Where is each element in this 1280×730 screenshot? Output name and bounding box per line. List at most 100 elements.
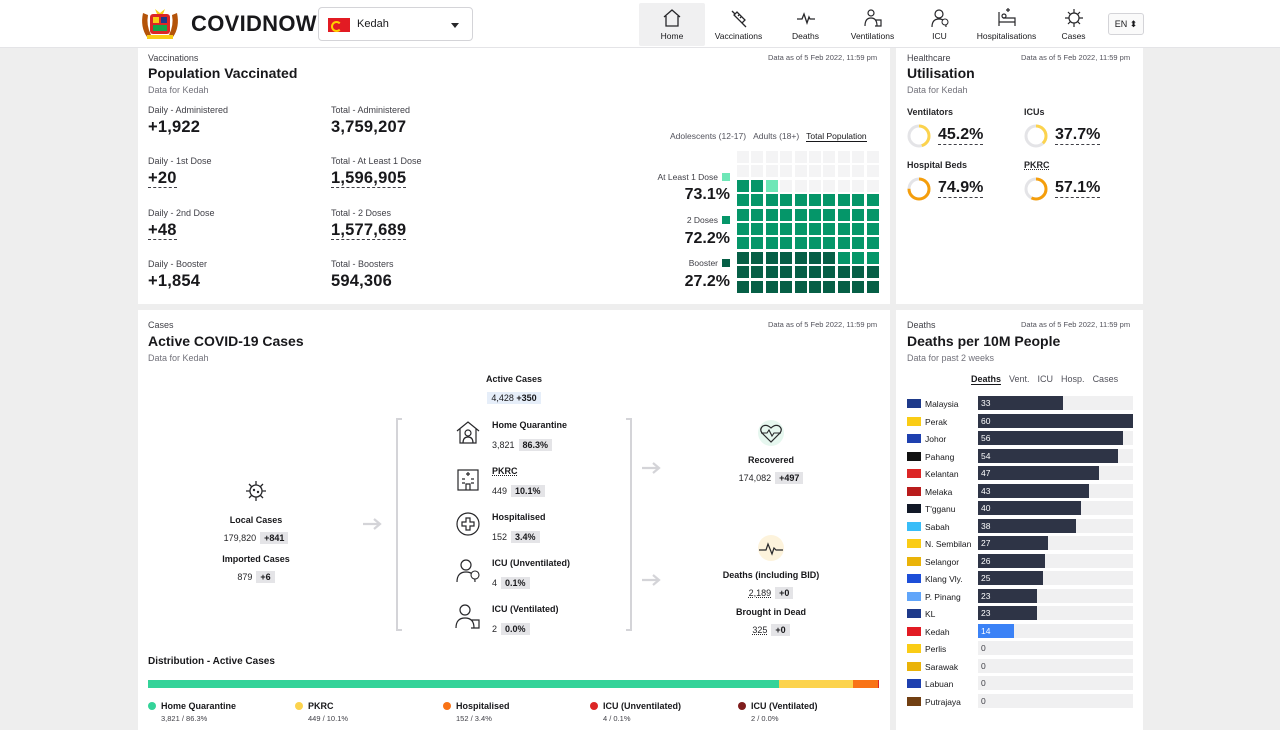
nav-ventilations[interactable]: Ventilations — [839, 3, 906, 46]
icu-unventilated-values: 4 0.1% — [492, 573, 530, 591]
vaccination-timestamp: Data as of 5 Feb 2022, 11:59 pm — [768, 53, 878, 62]
pkrc-value: 449 — [492, 486, 508, 496]
deaths-row[interactable]: Kedah 14 — [907, 623, 1135, 638]
deaths-row[interactable]: Sarawak 0 — [907, 658, 1135, 673]
dose-value-1: 73.1% — [684, 186, 730, 203]
selected-state: Kedah — [357, 18, 389, 30]
waffle-cell — [780, 223, 793, 235]
tab-adolescents[interactable]: Adolescents (12-17) — [670, 131, 747, 141]
tab-vent[interactable]: Vent. — [1009, 374, 1030, 384]
brought-in-dead-value[interactable]: 325 — [752, 625, 768, 635]
util-value[interactable]: 57.1% — [1055, 179, 1101, 198]
tab-adults[interactable]: Adults (18+) — [753, 131, 800, 141]
tab-deaths[interactable]: Deaths — [971, 374, 1002, 385]
pulse-icon — [796, 12, 815, 26]
waffle-cell — [737, 280, 749, 293]
death-bar — [978, 448, 1118, 463]
malaysia-coat-of-arms-logo[interactable] — [137, 7, 183, 41]
state-flag-icon — [907, 626, 921, 636]
language-selector[interactable]: EN ⬍ — [1108, 13, 1144, 35]
waffle-cell — [780, 151, 793, 163]
nav-hospitalisations[interactable]: Hospitalisations — [973, 3, 1040, 46]
deaths-row[interactable]: Melaka 43 — [907, 483, 1135, 498]
deaths-row[interactable]: P. Pinang 23 — [907, 588, 1135, 603]
waffle-cell — [852, 237, 865, 250]
deaths-row[interactable]: Johor 56 — [907, 431, 1135, 445]
state-name: Johor — [925, 434, 947, 444]
waffle-cell — [794, 237, 807, 250]
hospitalised-node: Hospitalised 152 3.4% — [454, 510, 604, 544]
brought-in-dead-values: 325 +0 — [716, 620, 826, 638]
waffle-cell — [737, 266, 749, 279]
waffle-cell — [852, 280, 865, 293]
nav-cases[interactable]: Cases — [1040, 3, 1107, 46]
waffle-cell — [866, 208, 879, 221]
util-label[interactable]: PKRC — [1024, 160, 1050, 170]
legend-label: Hospitalised — [443, 701, 510, 711]
deaths-row[interactable]: Malaysia 33 — [907, 396, 1135, 410]
tab-hosp[interactable]: Hosp. — [1061, 374, 1085, 384]
deaths-row[interactable]: Sabah 38 — [907, 518, 1135, 533]
bar-track: 33 — [978, 396, 1133, 410]
utilisation-title: Utilisation — [907, 65, 975, 81]
dose-label-1: At Least 1 Dose — [658, 172, 730, 182]
icu-unventilated-label: ICU (Unventilated) — [492, 558, 571, 568]
stat-value[interactable]: +48 — [148, 221, 177, 240]
state-name: Melaka — [925, 486, 953, 497]
deaths-row[interactable]: Perak 60 — [907, 413, 1135, 428]
state-dropdown[interactable]: Kedah — [318, 7, 473, 41]
deaths-row[interactable]: N. Sembilan 27 — [907, 536, 1135, 550]
state-flag-icon — [907, 504, 921, 513]
waffle-cell — [866, 179, 879, 192]
arrow-right-icon — [642, 462, 661, 474]
tab-cases[interactable]: Cases — [1092, 374, 1119, 384]
waffle-cell — [794, 266, 807, 279]
deaths-row[interactable]: Putrajaya 0 — [907, 693, 1135, 708]
recovered-node: Recovered 174,082 +497 — [716, 418, 826, 486]
distribution-segment — [852, 680, 878, 688]
nav-home[interactable]: Home — [639, 3, 705, 46]
deaths-eyebrow: Deaths — [907, 320, 936, 330]
waffle-cell — [765, 165, 778, 178]
util-value[interactable]: 37.7% — [1055, 126, 1101, 145]
dose-label-text: At Least 1 Dose — [657, 172, 718, 182]
stat-value[interactable]: 1,577,689 — [331, 221, 407, 240]
local-cases-value: 179,820 — [223, 533, 257, 543]
dose-value-2: 72.2% — [684, 230, 730, 247]
waffle-cell — [751, 208, 764, 221]
tab-total-population[interactable]: Total Population — [806, 131, 867, 142]
util-label: Hospital Beds — [907, 160, 968, 170]
util-ventilators: Ventilators 45.2% — [907, 107, 1007, 152]
nav-icu[interactable]: ICU — [906, 3, 973, 46]
vaccination-title: Population Vaccinated — [148, 65, 298, 81]
waffle-cell — [809, 208, 821, 221]
deaths-value[interactable]: 2,189 — [748, 588, 772, 598]
deaths-row[interactable]: Klang Vly. 25 — [907, 571, 1135, 585]
brand-name[interactable]: COVIDNOW — [191, 11, 317, 36]
home-quarantine-values: 3,821 86.3% — [492, 435, 553, 453]
util-value[interactable]: 74.9% — [938, 179, 984, 198]
deaths-row[interactable]: KL 23 — [907, 606, 1135, 620]
nav-vaccinations[interactable]: Vaccinations — [705, 3, 772, 46]
stat-label: Total - 2 Doses — [331, 208, 392, 218]
bracket-left — [396, 418, 402, 631]
stat-value[interactable]: +20 — [148, 169, 177, 188]
waffle-cell — [809, 179, 821, 192]
deaths-row[interactable]: Selangor 26 — [907, 553, 1135, 568]
state-flag-icon — [907, 486, 921, 496]
stat-value[interactable]: 1,596,905 — [331, 169, 407, 188]
waffle-cell — [866, 251, 879, 264]
bar-value: 38 — [981, 520, 991, 531]
distribution-legend-item: ICU (Ventilated) 2 / 0.0% — [738, 701, 818, 723]
waffle-cell — [809, 237, 821, 250]
pkrc-label[interactable]: PKRC — [492, 466, 518, 476]
deaths-row[interactable]: T'gganu 40 — [907, 501, 1135, 515]
util-value[interactable]: 45.2% — [938, 126, 984, 145]
nav-deaths[interactable]: Deaths — [772, 3, 839, 46]
tab-icu[interactable]: ICU — [1037, 374, 1054, 384]
deaths-row[interactable]: Labuan 0 — [907, 676, 1135, 690]
deaths-row[interactable]: Pahang 54 — [907, 448, 1135, 463]
deaths-title: Deaths per 10M People — [907, 333, 1061, 349]
deaths-row[interactable]: Kelantan 47 — [907, 466, 1135, 480]
deaths-row[interactable]: Perlis 0 — [907, 641, 1135, 655]
